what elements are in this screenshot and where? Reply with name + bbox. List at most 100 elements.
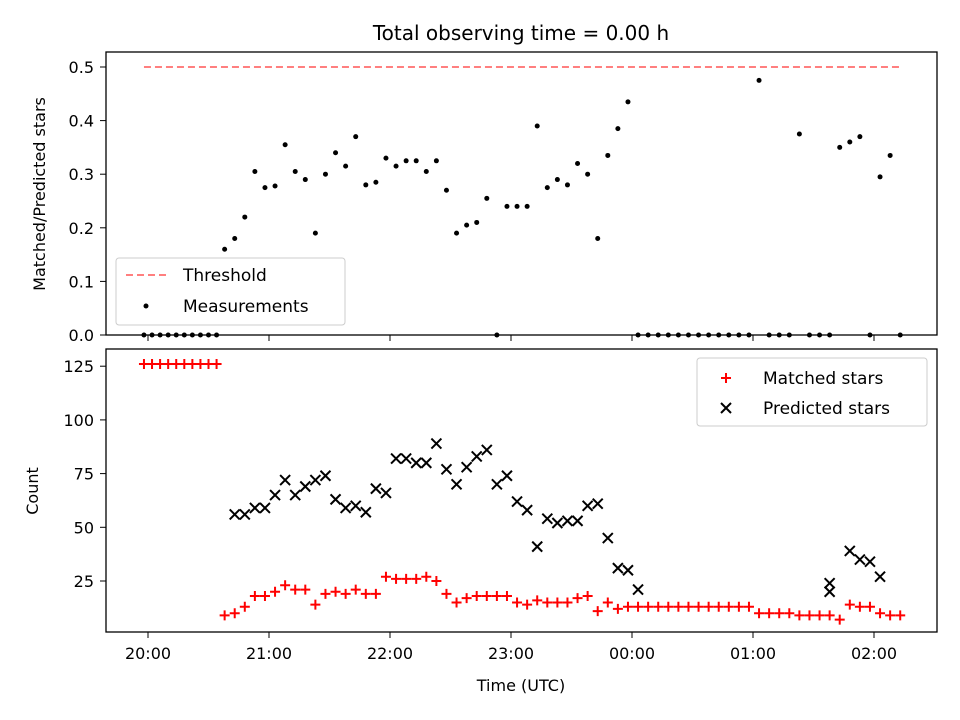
legend-matched-swatch <box>721 373 731 383</box>
x-tick-label: 20:00 <box>125 644 171 663</box>
predicted-star-point <box>420 457 433 469</box>
predicted-star-point <box>571 515 584 527</box>
predicted-star-point <box>521 504 533 516</box>
matched-star-point <box>713 601 724 612</box>
y-tick-label: 0.0 <box>69 326 94 345</box>
measurement-point <box>554 177 560 183</box>
predicted-star-point <box>844 545 856 557</box>
measurement-point <box>373 179 379 185</box>
measurement-point <box>403 158 409 164</box>
predicted-star-point <box>592 497 604 510</box>
matched-star-point <box>683 601 694 612</box>
matched-star-point <box>784 608 795 619</box>
predicted-star-point <box>299 480 312 493</box>
matched-star-point <box>854 601 865 612</box>
matched-star-point <box>391 573 402 584</box>
matched-star-point <box>259 591 270 602</box>
predicted-star-point <box>390 452 402 465</box>
predicted-star-point <box>581 500 594 512</box>
measurement-point <box>262 185 268 191</box>
y-tick-label: 0.2 <box>69 219 94 238</box>
matched-star-point <box>622 601 633 612</box>
top-y-axis-label: Matched/Predicted stars <box>30 97 49 291</box>
x-tick-label: 21:00 <box>246 644 292 663</box>
bottom-legend: Matched stars Predicted stars <box>696 357 928 427</box>
matched-star-point <box>653 601 664 612</box>
predicted-star-point <box>612 562 624 574</box>
predicted-star-point <box>491 478 503 491</box>
measurement-point <box>292 169 298 175</box>
measurement-point <box>524 203 530 209</box>
measurement-point <box>837 144 843 150</box>
measurement-point <box>383 155 389 161</box>
measurement-point <box>363 182 369 188</box>
matched-star-point <box>754 608 765 619</box>
predicted-star-point <box>864 555 876 568</box>
bottom-axes-frame <box>105 348 938 633</box>
matched-star-point <box>582 591 593 602</box>
predicted-star-point <box>450 478 463 491</box>
x-tick-label: 22:00 <box>367 644 413 663</box>
measurement-point <box>302 177 308 183</box>
measurement-point <box>322 171 328 177</box>
top-legend: Threshold Measurements <box>115 257 346 326</box>
measurement-point <box>615 126 621 132</box>
matched-star-point <box>461 593 472 604</box>
matched-star-point <box>522 599 533 610</box>
predicted-star-point <box>511 495 523 508</box>
matched-star-point <box>211 359 222 370</box>
measurement-point <box>575 160 581 166</box>
x-axis-label: Time (UTC) <box>476 676 565 695</box>
top-plot-area <box>141 66 903 338</box>
matched-star-point <box>612 603 623 614</box>
matched-star-point <box>804 610 815 621</box>
predicted-star-point <box>380 487 392 499</box>
measurement-point <box>514 203 520 209</box>
x-tick-label: 01:00 <box>730 644 776 663</box>
x-tick-label: 02:00 <box>851 644 897 663</box>
matched-star-point <box>249 591 260 602</box>
predicted-star-point <box>460 461 473 473</box>
predicted-star-point <box>632 583 644 596</box>
matched-star-point <box>441 588 452 599</box>
predicted-star-point <box>430 437 443 450</box>
predicted-star-point <box>269 489 281 501</box>
measurement-point <box>625 99 631 105</box>
matched-star-point <box>824 610 835 621</box>
measurement-point <box>484 195 490 201</box>
measurement-point <box>564 182 570 188</box>
measurement-point <box>242 214 248 220</box>
matched-star-point <box>895 610 906 621</box>
measurement-point <box>504 203 510 209</box>
measurement-point <box>232 236 238 242</box>
matched-star-point <box>239 601 250 612</box>
matched-star-point <box>280 580 291 591</box>
chart-title: Total observing time = 0.00 h <box>372 21 669 45</box>
predicted-star-point <box>350 500 362 512</box>
matched-star-point <box>411 573 422 584</box>
measurement-point <box>252 169 258 175</box>
predicted-star-point <box>339 502 352 514</box>
matched-star-point <box>743 601 754 612</box>
measurement-point <box>282 142 288 148</box>
matched-star-point <box>229 608 240 619</box>
matched-star-point <box>310 599 321 610</box>
y-tick-label: 0.3 <box>69 165 94 184</box>
matched-star-point <box>471 591 482 602</box>
matched-star-point <box>602 597 613 608</box>
y-tick-label: 0.4 <box>69 112 94 131</box>
legend-predicted-swatch <box>720 402 732 414</box>
measurement-point <box>353 134 359 140</box>
matched-star-point <box>421 571 432 582</box>
measurement-point <box>756 77 762 83</box>
matched-star-point <box>774 608 785 619</box>
matched-star-point <box>451 597 462 608</box>
matched-star-point <box>572 593 583 604</box>
matched-star-point <box>481 591 492 602</box>
top-axes-frame <box>105 51 938 336</box>
legend-measurements-label: Measurements <box>183 297 309 317</box>
matched-star-point <box>633 601 644 612</box>
matched-star-point <box>643 601 654 612</box>
bottom-plot-area <box>138 359 906 625</box>
